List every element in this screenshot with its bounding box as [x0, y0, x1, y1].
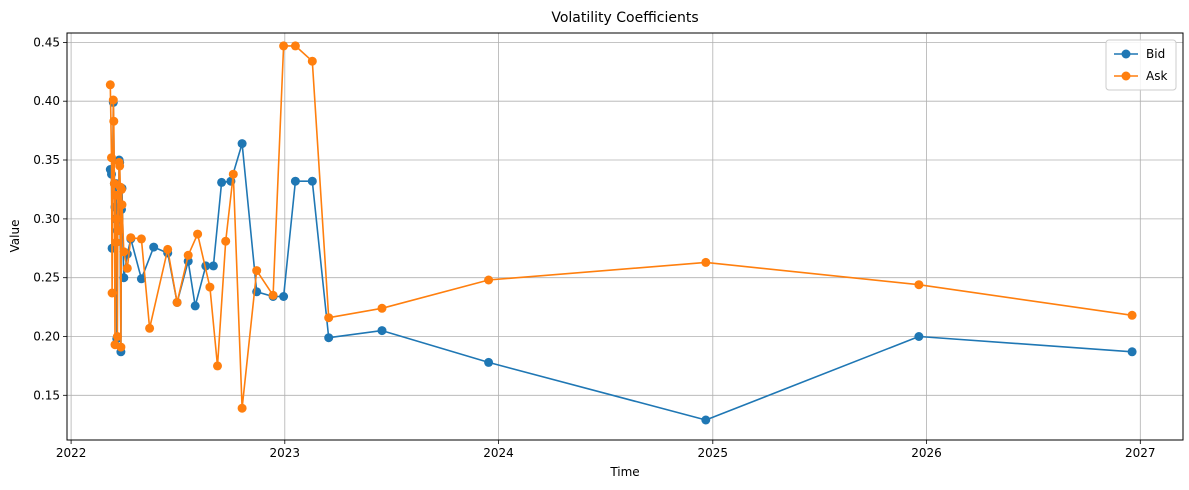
data-point-ask — [213, 361, 222, 371]
data-point-bid — [217, 177, 227, 187]
data-point-bid — [149, 242, 159, 252]
x-tick-label: 2026 — [911, 446, 942, 460]
data-point-bid — [701, 415, 711, 425]
data-point-ask — [252, 266, 262, 276]
data-point-ask — [268, 290, 278, 300]
x-axis-label: Time — [609, 465, 639, 479]
data-point-ask — [119, 247, 129, 257]
data-point-ask — [290, 41, 300, 51]
data-point-ask — [205, 282, 215, 292]
plot-frame — [66, 32, 1184, 441]
data-point-ask — [108, 95, 118, 105]
data-point-ask — [117, 184, 126, 194]
legend-label-ask: Ask — [1146, 69, 1167, 83]
data-point-ask — [701, 257, 711, 267]
x-tick-label: 2027 — [1125, 446, 1156, 460]
data-point-ask — [324, 313, 334, 323]
data-point-ask — [172, 297, 182, 307]
data-point-bid — [324, 333, 334, 343]
x-tick-label: 2025 — [698, 446, 729, 460]
data-point-bid — [237, 139, 247, 149]
legend-item-ask: Ask — [1114, 69, 1167, 83]
x-tick-label: 2022 — [56, 446, 87, 460]
data-point-ask — [107, 153, 116, 163]
data-point-ask — [1127, 310, 1137, 320]
legend-marker-bid — [1121, 49, 1131, 59]
data-point-ask — [484, 275, 494, 285]
chart-title: Volatility Coefficients — [551, 10, 698, 26]
data-point-ask — [109, 116, 119, 126]
data-point-ask — [307, 56, 317, 66]
data-point-bid — [377, 326, 387, 336]
data-point-bid — [136, 274, 146, 284]
data-point-ask — [122, 263, 132, 273]
data-point-ask — [237, 403, 247, 413]
data-point-ask — [183, 250, 193, 260]
data-point-ask — [279, 41, 289, 51]
data-point-ask — [126, 233, 136, 243]
x-tick-label: 2024 — [483, 446, 514, 460]
series-ask — [105, 41, 1137, 413]
data-point-bid — [279, 292, 289, 301]
data-point-ask — [145, 323, 155, 333]
data-point-ask — [221, 236, 231, 246]
data-point-bid — [290, 176, 300, 186]
data-point-ask — [116, 342, 126, 352]
y-tick-label: 0.45 — [33, 35, 60, 49]
data-point-ask — [107, 288, 117, 298]
data-point-ask — [114, 226, 123, 236]
axis-ticks: 2022 2023 2024 2025 2026 2027 0.15 0.20 0.25 0.30… — [33, 35, 1155, 460]
data-point-ask — [117, 200, 127, 210]
legend-item-bid: Bid — [1114, 47, 1165, 61]
data-point-ask — [914, 280, 924, 290]
data-point-ask — [111, 237, 121, 247]
y-tick-label: 0.30 — [33, 212, 60, 226]
legend: Bid Ask — [1105, 39, 1177, 91]
data-point-bid — [914, 332, 924, 341]
data-point-bid — [208, 261, 218, 271]
data-point-ask — [163, 244, 173, 254]
data-point-ask — [377, 303, 387, 313]
legend-label-bid: Bid — [1146, 47, 1165, 61]
grid — [67, 33, 1183, 440]
y-tick-label: 0.35 — [33, 153, 60, 167]
data-point-ask — [193, 229, 203, 239]
data-point-ask — [112, 214, 122, 224]
x-tick-label: 2023 — [270, 446, 301, 460]
data-point-ask — [112, 332, 122, 341]
data-point-ask — [105, 80, 115, 90]
data-point-bid — [1127, 347, 1137, 357]
legend-marker-ask — [1121, 71, 1131, 81]
y-tick-label: 0.15 — [33, 388, 60, 402]
y-tick-label: 0.20 — [33, 330, 60, 344]
y-tick-label: 0.40 — [33, 94, 60, 108]
data-point-ask — [136, 234, 146, 244]
data-point-bid — [307, 176, 317, 186]
data-point-bid — [484, 357, 494, 367]
y-tick-label: 0.25 — [33, 271, 60, 285]
data-point-bid — [190, 301, 200, 311]
data-point-ask — [115, 161, 125, 171]
series-layer — [105, 41, 1137, 425]
data-point-ask — [228, 169, 238, 179]
y-axis-label: Value — [8, 220, 22, 253]
